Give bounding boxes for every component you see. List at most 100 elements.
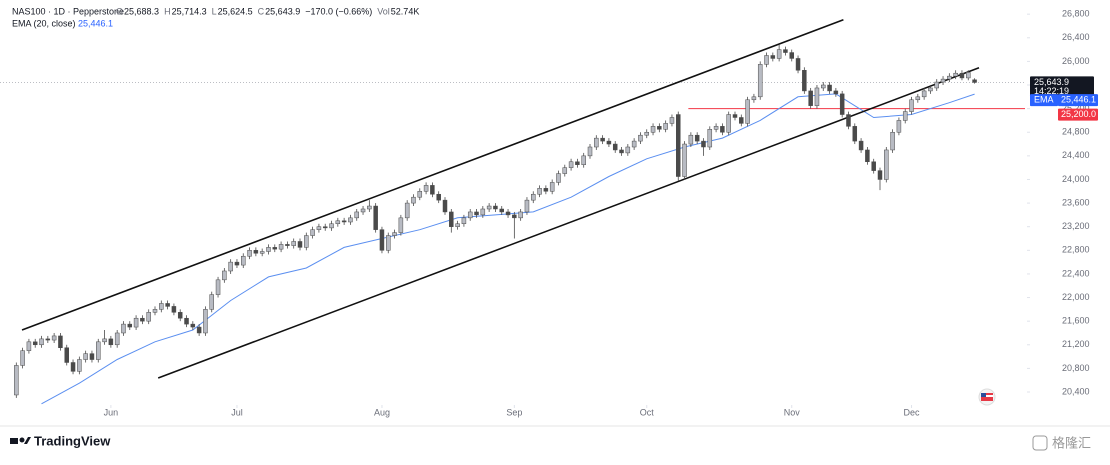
candle-body [707, 129, 713, 148]
candle-body [272, 247, 278, 250]
candle-body [701, 140, 706, 148]
candle-body [26, 341, 32, 351]
countdown: 14:22:19 [1034, 86, 1069, 96]
candle-body [177, 312, 183, 319]
candle-body [423, 185, 429, 192]
candle-body [650, 126, 656, 133]
candle-body [921, 90, 927, 98]
legend-value: 25,624.5 [218, 6, 253, 16]
candle-body [96, 341, 101, 360]
legend-label: O [116, 6, 123, 16]
candle-body [612, 143, 618, 151]
candle-body [102, 338, 107, 343]
candle-body [537, 188, 542, 195]
candle-body [404, 202, 410, 219]
candle-body [247, 250, 252, 257]
candle-body [852, 126, 858, 142]
candle-body [70, 362, 76, 372]
candle-body [474, 211, 479, 216]
candle-body [165, 303, 170, 307]
candle-body [524, 199, 530, 213]
candle-body [745, 99, 750, 124]
candle-body [631, 140, 637, 148]
candle-body [877, 170, 883, 180]
candle-body [461, 217, 467, 225]
flag-stripe [981, 395, 993, 397]
candle-body [902, 111, 908, 121]
candle-body [152, 309, 158, 313]
candle-body [871, 161, 876, 171]
candle-body [940, 78, 946, 83]
candle-body [562, 167, 568, 174]
legend-label: L [212, 6, 217, 16]
candle-body [549, 182, 555, 192]
symbol: NAS100 · 1D · Pepperstone [12, 6, 124, 16]
candle-body [121, 323, 126, 334]
y-tick-label: 23,600 [1062, 197, 1090, 207]
x-tick-label: Dec [904, 407, 921, 417]
candle-body [64, 347, 69, 363]
candle-body [480, 208, 486, 216]
ema-tag-name [1030, 94, 1058, 107]
candle-body [512, 214, 517, 219]
candle-body [278, 244, 284, 250]
candle-body [436, 193, 441, 201]
candle-body [531, 193, 536, 201]
candle-body [947, 75, 952, 80]
candle-body [83, 353, 88, 360]
candle-body [890, 131, 895, 151]
candle-body [386, 235, 391, 251]
candle-body [518, 211, 523, 219]
candle-body [348, 217, 353, 223]
trendline [21, 19, 844, 331]
x-tick-label: Sep [506, 407, 522, 417]
brand-logo: TradingView [10, 433, 111, 448]
candle-body [839, 93, 845, 115]
candle-body [846, 114, 851, 127]
legend: NAS100 · 1D · Pepperstone EMA (20, close… [12, 6, 419, 28]
candle-body [669, 117, 675, 124]
candle-body [713, 126, 719, 130]
candle-body [726, 114, 731, 133]
candle-body [127, 323, 133, 328]
candle-body [795, 58, 801, 71]
watermark: 格隆汇 [1032, 435, 1091, 451]
candle-body [89, 353, 95, 360]
candle-body [285, 244, 290, 246]
y-tick-label: 26,800 [1062, 9, 1090, 19]
candle-body [884, 149, 889, 180]
candle-body [909, 99, 914, 112]
x-tick-label: Aug [374, 407, 390, 417]
candle-body [234, 261, 240, 266]
candle-body [732, 114, 738, 118]
ema-legend-name: EMA (20, close) [12, 18, 76, 28]
hline-tag [1058, 108, 1098, 121]
brand: TradingView [34, 433, 111, 448]
candle-body [184, 317, 189, 325]
legend-value: 25,688.3 [124, 6, 159, 16]
candle-body [499, 208, 504, 213]
ema-tag [1058, 94, 1098, 107]
x-tick-label: Jul [231, 407, 243, 417]
y-tick-label: 26,400 [1062, 32, 1090, 42]
candle-body [373, 205, 378, 230]
flag-canton [981, 393, 986, 397]
candle-body [688, 134, 694, 145]
candle-body [354, 211, 359, 219]
trendline [157, 67, 980, 379]
candle-body [682, 143, 687, 177]
candle-body [20, 350, 25, 366]
logo-mark [24, 437, 31, 444]
candle-body [291, 241, 296, 246]
last-price-tag [1030, 76, 1094, 97]
y-tick-label: 21,200 [1062, 339, 1090, 349]
candle-body [568, 161, 574, 168]
candle-body [367, 205, 372, 210]
legend-value: 52.74K [391, 6, 420, 16]
candle-body [159, 303, 164, 310]
candle-body [833, 90, 839, 95]
candle-body [657, 126, 662, 130]
candle-body [915, 96, 921, 101]
